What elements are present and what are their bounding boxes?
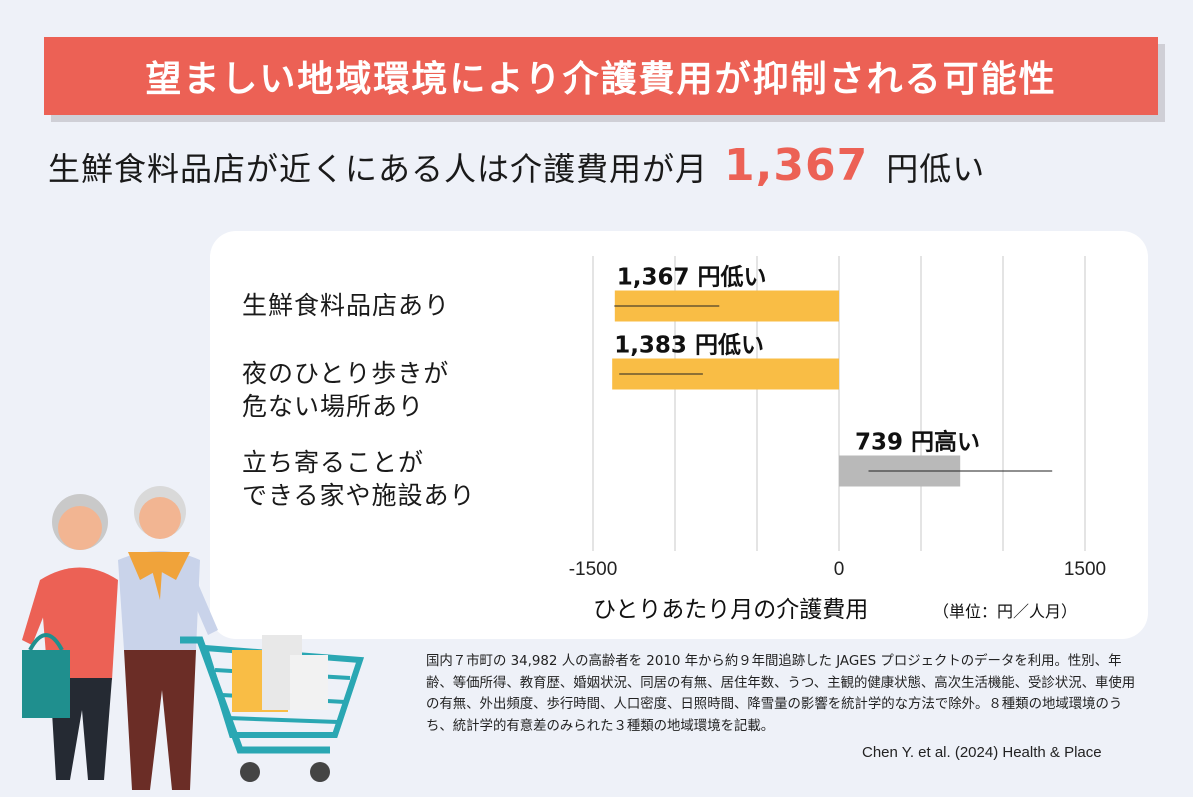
data-label-1: 1,367 円低い (617, 265, 767, 291)
chart-card: 生鮮食料品店あり 夜のひとり歩きが 危ない場所あり 立ち寄ることが できる家や施… (210, 231, 1148, 639)
category-label-3: 立ち寄ることが できる家や施設あり (242, 448, 476, 510)
category-label-1: 生鮮食料品店あり (242, 291, 451, 320)
methodology-note: 国内７市町の 34,982 人の高齢者を 2010 年から約９年間追跡した JA… (426, 654, 1136, 734)
x-axis-unit: （単位：円／人月） (933, 602, 1077, 621)
subtitle-suffix: 円低い (886, 150, 986, 188)
category-label-2: 夜のひとり歩きが 危ない場所あり (242, 359, 450, 421)
citation: Chen Y. et al. (2024) Health & Place (862, 744, 1102, 761)
x-tick-label: 0 (834, 559, 845, 580)
x-axis-title: ひとりあたり月の介護費用 (593, 597, 868, 623)
headline-text: 望ましい地域環境により介護費用が抑制される可能性 (145, 59, 1057, 100)
data-label-2: 1,383 円低い (614, 333, 764, 359)
x-tick-label: 1500 (1064, 559, 1106, 580)
subtitle-value: 1,367 (724, 140, 869, 191)
data-label-3: 739 円高い (855, 429, 980, 456)
x-tick-label: -1500 (569, 559, 618, 580)
bar-chart: 1,367 円低い 1,383 円低い 739 円高い -1500 0 1500 ひとりあた… (569, 256, 1106, 623)
subtitle: 生鮮食料品店が近くにある人は介護費用が月 1,367 円低い (48, 140, 985, 194)
headline-banner: 望ましい地域環境により介護費用が抑制される可能性 (44, 37, 1158, 115)
elderly-couple-shopping-illustration (22, 486, 365, 790)
subtitle-prefix: 生鮮食料品店が近くにある人は介護費用が月 (48, 150, 709, 188)
